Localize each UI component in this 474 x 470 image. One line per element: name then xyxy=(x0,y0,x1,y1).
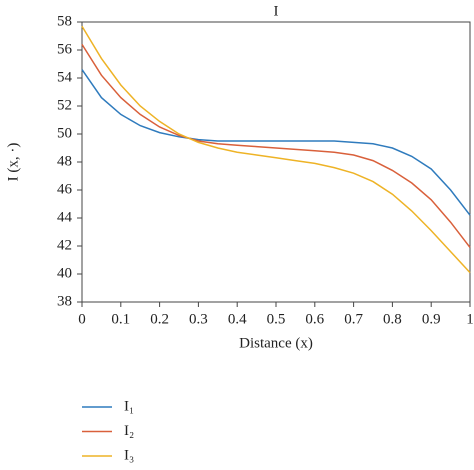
chart-title: I xyxy=(274,3,279,19)
x-tick-label: 0.7 xyxy=(344,311,363,327)
y-tick-label: 52 xyxy=(57,97,72,113)
x-tick-label: 0.4 xyxy=(228,311,247,327)
y-axis-label: I (x, ·) xyxy=(5,143,21,182)
y-tick-label: 50 xyxy=(57,125,72,141)
x-tick-label: 0.6 xyxy=(305,311,324,327)
x-tick-label: 0.1 xyxy=(111,311,130,327)
y-tick-label: 48 xyxy=(57,153,72,169)
x-tick-label: 1 xyxy=(466,311,474,327)
line xyxy=(81,44,471,248)
y-tick-label: 40 xyxy=(57,265,72,281)
x-tick-label: 0.2 xyxy=(150,311,169,327)
legend-label: I₃ xyxy=(124,447,134,463)
y-tick-label: 54 xyxy=(57,69,73,85)
y-tick-label: 46 xyxy=(57,181,73,197)
x-tick-label: 0.8 xyxy=(383,311,402,327)
plot-frame xyxy=(81,21,471,303)
x-tick-label: 0 xyxy=(78,311,86,327)
y-tick-label: 38 xyxy=(57,293,72,309)
x-tick-label: 0.9 xyxy=(422,311,441,327)
y-tick-label: 42 xyxy=(57,237,72,253)
x-tick-label: 0.3 xyxy=(189,311,208,327)
y-tick-label: 44 xyxy=(57,209,73,225)
x-tick-label: 0.5 xyxy=(267,311,286,327)
legend-label: I₁ xyxy=(124,398,134,414)
x-axis-label: Distance (x) xyxy=(239,335,313,351)
line xyxy=(81,69,471,216)
y-tick-label: 56 xyxy=(57,41,73,57)
legend-label: I₂ xyxy=(124,423,134,439)
line xyxy=(81,25,471,274)
y-tick-label: 58 xyxy=(57,13,72,29)
